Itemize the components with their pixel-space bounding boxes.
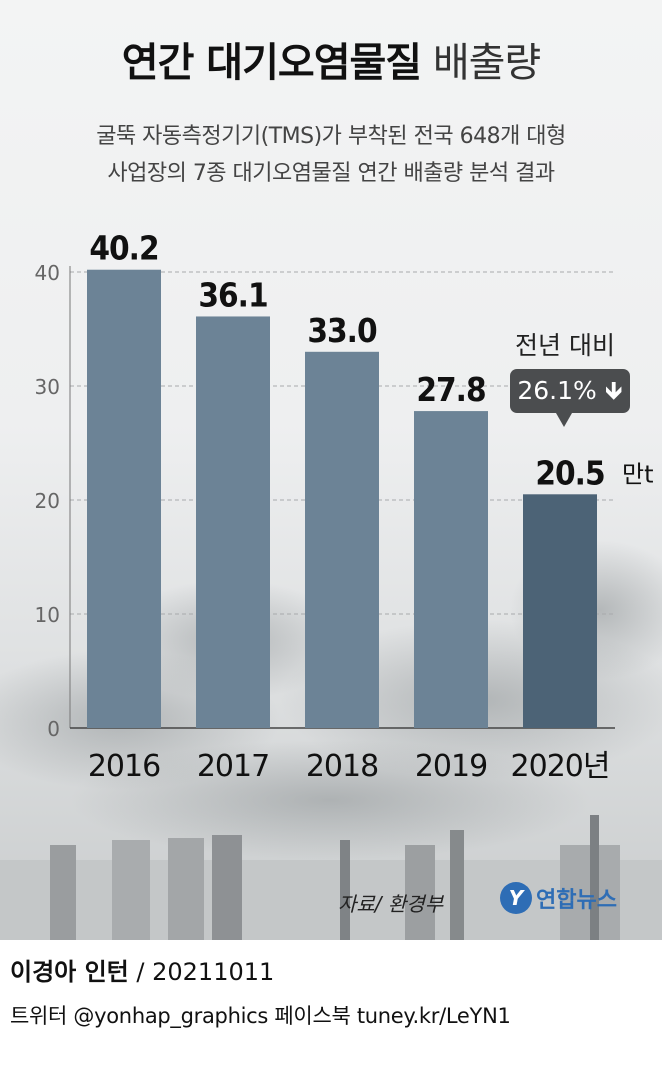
annotation-bubble: 26.1% 🡻 — [510, 369, 630, 427]
infographic-panel: 연간 대기오염물질 배출량 굴뚝 자동측정기기(TMS)가 부착된 전국 648… — [0, 0, 662, 940]
value-label: 33.0 — [307, 311, 377, 350]
source-note: 자료/ 환경부 — [338, 892, 444, 916]
logo-text: 연합뉴스 — [536, 888, 617, 913]
unit-label: 만t — [622, 460, 654, 488]
arrow-down-icon: 🡻 — [604, 376, 623, 405]
y-tick-label: 10 — [35, 603, 60, 627]
bar-2016 — [87, 269, 161, 728]
annotation-label: 전년 대비 — [515, 331, 615, 360]
value-label: 40.2 — [89, 229, 158, 268]
y-tick-label: 30 — [35, 375, 60, 399]
credit-line: 이경아 인턴 / 20211011 — [10, 952, 274, 987]
y-tick-label: 0 — [47, 717, 60, 741]
value-label: 20.5 — [535, 453, 604, 492]
x-tick-label: 2016 — [88, 749, 160, 784]
x-tick-label: 2019 — [415, 749, 487, 784]
value-label: 27.8 — [416, 370, 485, 409]
bar-chart: 40 30 20 10 0 40.2 2016 36.1 2017 33.0 2018 27.8 201… — [35, 229, 654, 784]
bar-2018 — [305, 351, 379, 728]
title-light: 배출량 — [432, 40, 541, 86]
bar-2019 — [414, 411, 488, 728]
title-bold: 연간 대기오염물질 — [121, 40, 422, 86]
bar-2017 — [196, 316, 270, 728]
value-label: 36.1 — [198, 275, 267, 314]
bar-2020년 — [523, 494, 597, 728]
subtitle-line-1: 굴뚝 자동측정기기(TMS)가 부착된 전국 648개 대형 — [96, 124, 566, 149]
x-tick-label: 2017 — [197, 749, 269, 784]
author-name: 이경아 인턴 — [10, 958, 129, 986]
x-tick-label: 2020년 — [511, 749, 610, 784]
y-tick-label: 40 — [35, 261, 60, 285]
chart-title: 연간 대기오염물질 배출량 — [0, 30, 662, 88]
y-tick-label: 20 — [35, 489, 60, 513]
subtitle-line-2: 사업장의 7종 대기오염물질 연간 배출량 분석 결과 — [107, 161, 555, 186]
logo-mark-icon: Y — [500, 882, 532, 914]
x-tick-label: 2018 — [306, 749, 378, 784]
annotation-value: 26.1% — [517, 376, 597, 405]
yonhap-logo: Y 연합뉴스 — [500, 882, 617, 914]
publish-date: / 20211011 — [136, 958, 275, 986]
social-links: 트위터 @yonhap_graphics 페이스북 tuney.kr/LeYN1 — [10, 1004, 511, 1028]
